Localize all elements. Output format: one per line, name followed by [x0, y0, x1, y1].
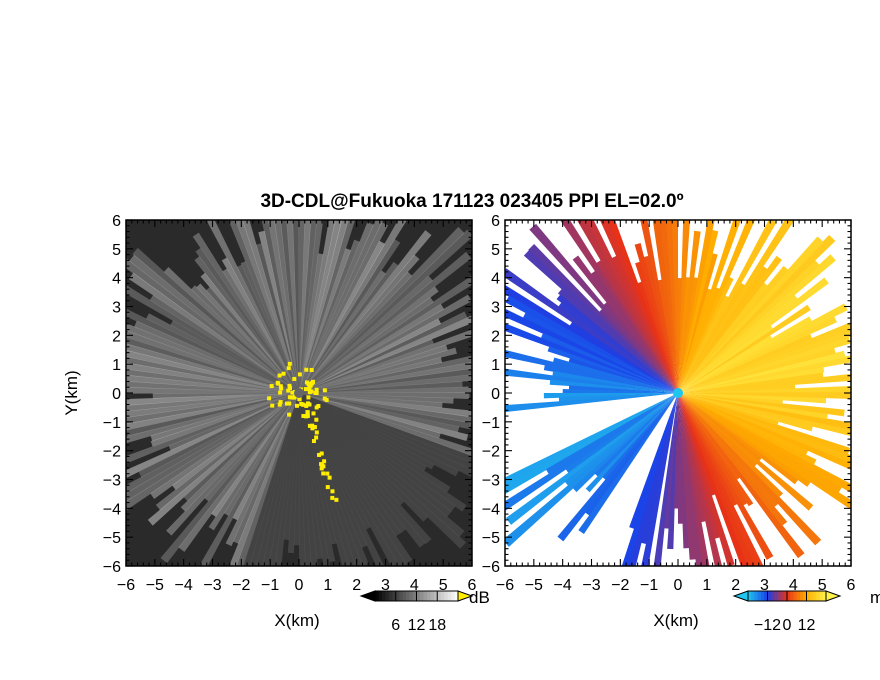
y-tick-label: −3: [482, 473, 500, 490]
site-marker: [673, 388, 683, 398]
panel-1-axes: −6 −5 −4 −3 −2 −1 0 1 2 3 4 5 6 6 5 4 3 2 1 0 −1 −2 −3 −4 −5 −6: [103, 213, 477, 594]
y-tick-label: 5: [491, 242, 500, 259]
velocity-field: [505, 220, 851, 566]
y-tick-label: −5: [482, 530, 500, 547]
x-tick-label: 0: [674, 577, 683, 594]
colorbar-tick-label: 12: [408, 617, 426, 634]
y-tick-label: 4: [112, 271, 121, 288]
y-tick-label: 6: [491, 213, 500, 230]
y-tick-label: −1: [103, 415, 121, 432]
x-tick-label: 6: [847, 577, 856, 594]
x-tick-label: 1: [702, 577, 711, 594]
x-tick-label: −2: [232, 577, 250, 594]
x-tick-label: 3: [760, 577, 769, 594]
x-tick-label: 2: [731, 577, 740, 594]
y-tick-label: 0: [491, 386, 500, 403]
x-tick-label: 4: [410, 577, 419, 594]
colorbar-unit: dB: [469, 588, 490, 607]
y-tick-label: 1: [112, 357, 121, 374]
colorbar-unit: ms⁻¹: [870, 588, 880, 607]
intensity-field: [126, 220, 472, 566]
colorbar-over-arrow: [825, 590, 842, 602]
x-tick-label: −3: [582, 577, 600, 594]
x-tick-label: 0: [295, 577, 304, 594]
colorbar-2: −120 12 ms⁻¹: [732, 588, 880, 634]
x-tick-label: −2: [611, 577, 629, 594]
x-tick-label: −3: [203, 577, 221, 594]
y-tick-label: −4: [103, 501, 121, 518]
x-tick-label: −1: [261, 577, 279, 594]
colorbar-tick-label: 18: [428, 617, 446, 634]
x-tick-label: 6: [468, 577, 477, 594]
colorbar-tick-label: −12: [754, 617, 781, 634]
x-tick-label: −4: [175, 577, 193, 594]
y-tick-label: −1: [482, 415, 500, 432]
y-tick-label: −6: [482, 559, 500, 576]
left-ylabel: Y(km): [62, 370, 81, 415]
x-tick-label: −5: [146, 577, 164, 594]
x-tick-label: 4: [789, 577, 798, 594]
site-marker: [294, 388, 304, 398]
x-tick-label: −4: [554, 577, 572, 594]
x-tick-label: 5: [439, 577, 448, 594]
y-tick-label: 6: [112, 213, 121, 230]
x-tick-label: 2: [352, 577, 361, 594]
y-tick-label: −2: [482, 444, 500, 461]
y-tick-label: 3: [491, 300, 500, 317]
y-tick-label: 4: [491, 271, 500, 288]
colorbar-1: 6 12 18 dB: [359, 588, 490, 634]
x-tick-label: −5: [525, 577, 543, 594]
x-tick-label: 1: [323, 577, 332, 594]
y-tick-label: 0: [112, 386, 121, 403]
saturated-echo-near-site: [267, 361, 339, 502]
y-tick-label: 2: [491, 328, 500, 345]
left-xlabel: X(km): [274, 611, 319, 630]
panel-2-axes: −6 −5 −4 −3 −2 −1 0 1 2 3 4 5 6 6 5 4 3 2 1 0 −1 −2 −3 −4 −5 −6: [482, 213, 856, 594]
y-tick-label: 3: [112, 300, 121, 317]
figure-title: 3D-CDL@Fukuoka 171123 023405 PPI EL=02.0…: [260, 191, 683, 212]
colorbar-tick-label: 0: [783, 617, 792, 634]
x-tick-label: 3: [381, 577, 390, 594]
colorbar-tick-label: 12: [798, 617, 816, 634]
y-tick-label: 1: [491, 357, 500, 374]
x-tick-label: −6: [496, 577, 514, 594]
y-tick-label: 2: [112, 328, 121, 345]
y-tick-label: −6: [103, 559, 121, 576]
right-xlabel: X(km): [653, 611, 698, 630]
y-tick-label: −2: [103, 444, 121, 461]
x-tick-label: −6: [117, 577, 135, 594]
x-tick-label: −1: [640, 577, 658, 594]
y-tick-label: 5: [112, 242, 121, 259]
colorbar-tick-label: 6: [391, 617, 400, 634]
y-tick-label: −5: [103, 530, 121, 547]
colorbar-under-arrow: [359, 590, 376, 602]
y-tick-label: −3: [103, 473, 121, 490]
x-tick-label: 5: [818, 577, 827, 594]
y-tick-label: −4: [482, 501, 500, 518]
